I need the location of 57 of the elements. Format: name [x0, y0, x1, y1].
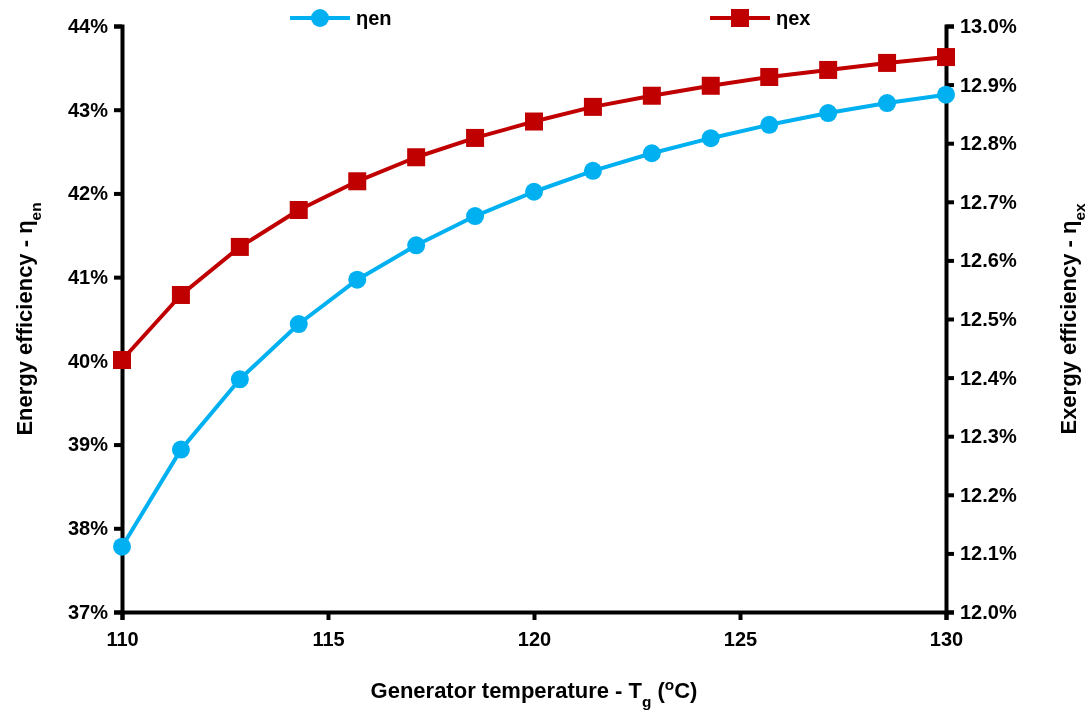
point [583, 161, 602, 180]
point [466, 128, 485, 147]
y2-tick-label: 12.9% [960, 73, 1017, 96]
point [171, 440, 190, 459]
y-tick-label: 38% [67, 517, 109, 540]
y2-tick-label: 12.6% [960, 249, 1017, 272]
y2-tick-label: 12.8% [960, 132, 1017, 155]
point [937, 85, 955, 104]
point [348, 172, 367, 191]
point [642, 144, 661, 163]
point [466, 207, 485, 226]
x-axis-title: Generator temperature - T$_{g}$ ($^{o}$C) [370, 675, 698, 710]
point [878, 53, 897, 72]
x-tick-label: 125 [723, 628, 758, 651]
point [525, 182, 543, 201]
point [642, 86, 661, 105]
y2-tick-label: 12.7% [960, 190, 1017, 213]
point [525, 112, 543, 131]
point [878, 94, 897, 113]
y-tick-label: 43% [67, 98, 109, 121]
y2-tick-label: 12.1% [960, 542, 1017, 565]
point [701, 129, 720, 148]
y-tick-label: 41% [67, 266, 109, 289]
point [407, 148, 426, 167]
x-tick-label: 115 [312, 628, 345, 651]
y-tick-label: 42% [67, 182, 109, 205]
point [289, 201, 308, 219]
point [289, 315, 308, 334]
y2-tick-label: 12.5% [960, 307, 1017, 330]
y-tick-label: 44% [67, 14, 109, 37]
point [230, 237, 249, 256]
legend-label: ηex [776, 7, 811, 29]
point [819, 60, 838, 79]
x-tick-label: 130 [929, 628, 964, 651]
point [583, 97, 602, 116]
y-tick-label: 37% [67, 600, 109, 623]
legend-label: ηen [356, 7, 392, 29]
y2-tick-label: 12.4% [960, 366, 1017, 389]
point [113, 537, 131, 556]
x-tick-label: 120 [517, 628, 552, 651]
point [760, 67, 779, 86]
x-tick-label: 110 [106, 628, 139, 651]
y-tick-label: 39% [67, 433, 109, 456]
y2-tick-label: 12.2% [960, 483, 1017, 506]
point [230, 370, 249, 389]
point [407, 236, 426, 255]
point [348, 270, 367, 289]
point [113, 351, 131, 370]
point [937, 48, 955, 67]
y-tick-label: 40% [67, 349, 109, 372]
point [171, 285, 190, 304]
point [760, 115, 779, 134]
point [701, 76, 720, 95]
y2-tick-label: 12.3% [960, 425, 1017, 448]
point [819, 104, 838, 123]
y2-tick-label: 12.0% [960, 600, 1017, 623]
y2-tick-label: 13.0% [960, 14, 1017, 37]
